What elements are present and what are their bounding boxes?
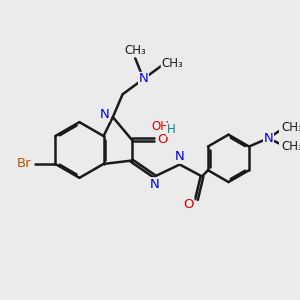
Text: N: N — [264, 132, 273, 145]
Text: N: N — [100, 108, 110, 121]
Text: O: O — [183, 198, 194, 211]
Text: CH₃: CH₃ — [124, 44, 146, 57]
Text: N: N — [150, 178, 160, 191]
Text: H: H — [167, 123, 176, 136]
Text: CH₃: CH₃ — [281, 140, 300, 153]
Text: N: N — [175, 150, 184, 163]
Text: Br: Br — [17, 158, 32, 170]
Text: O: O — [158, 133, 168, 146]
Text: CH₃: CH₃ — [281, 121, 300, 134]
Text: CH₃: CH₃ — [161, 57, 183, 70]
Text: N: N — [139, 72, 148, 86]
Text: OH: OH — [151, 120, 169, 133]
